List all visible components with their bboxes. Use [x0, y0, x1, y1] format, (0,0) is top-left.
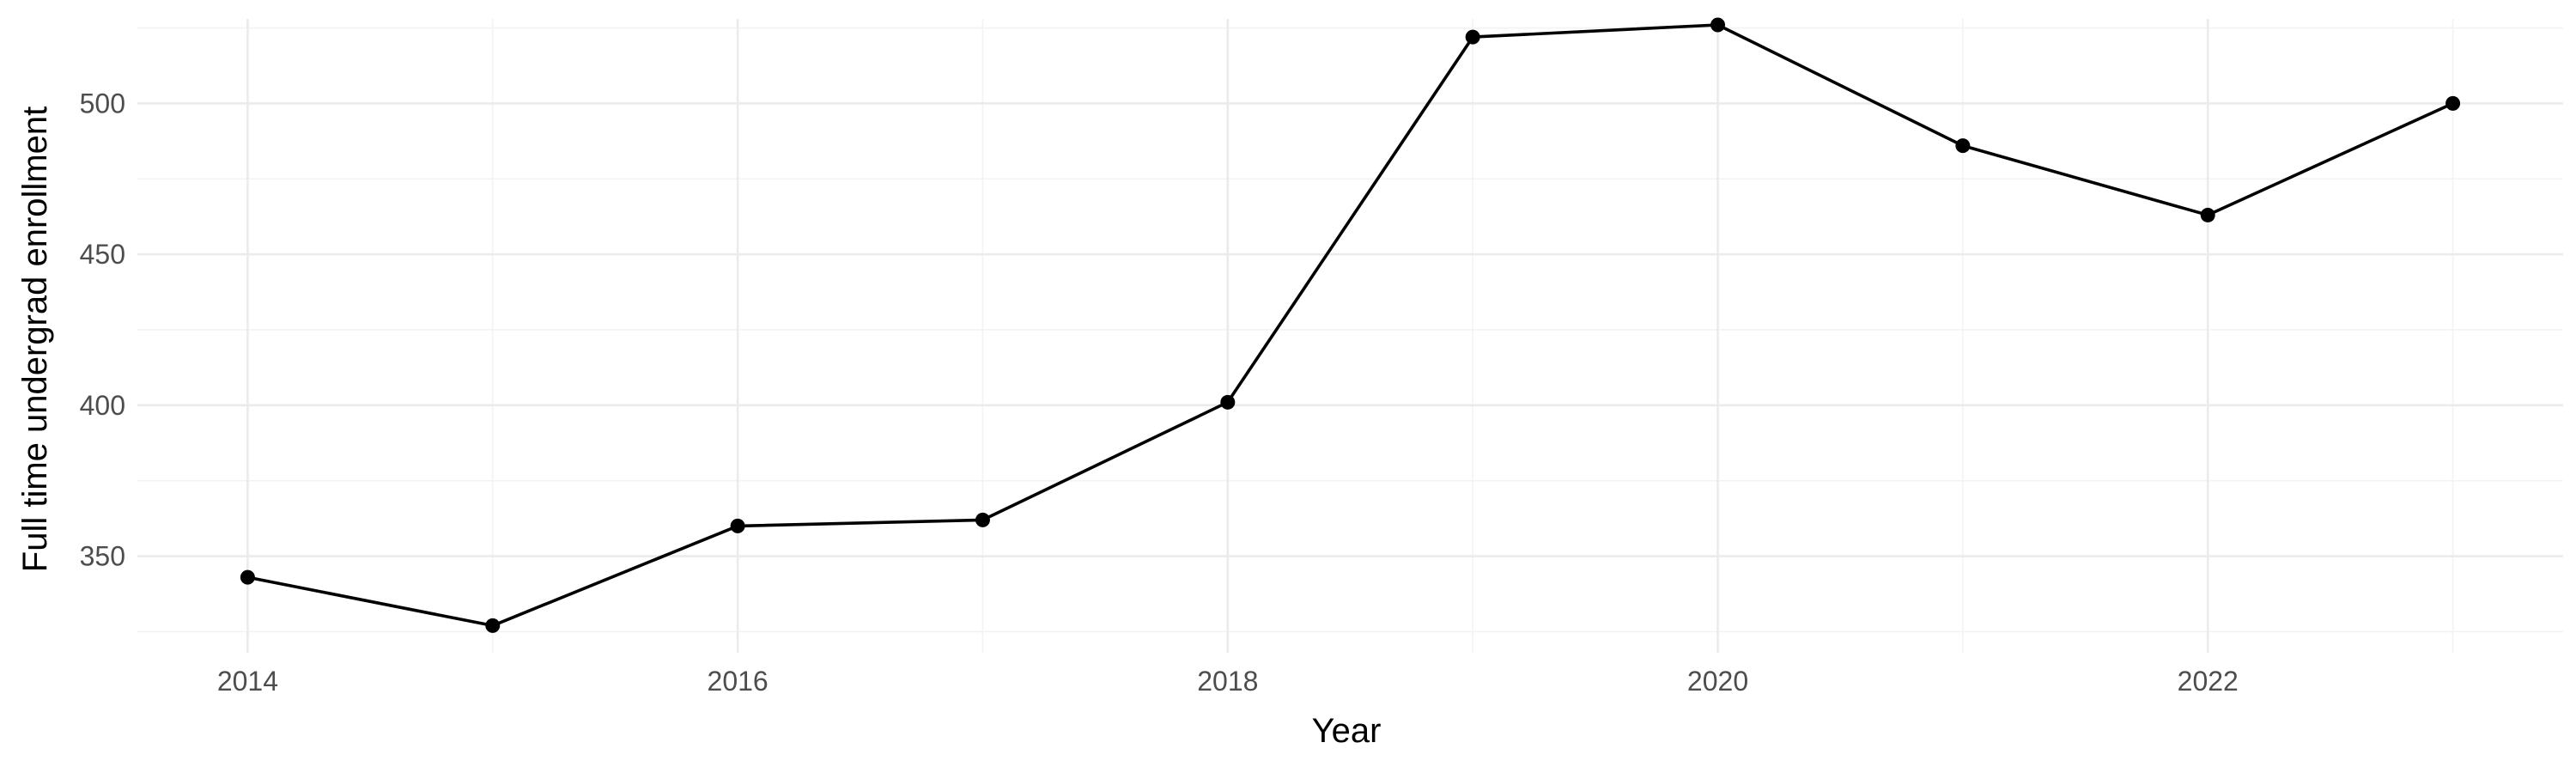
data-point: [2200, 207, 2215, 222]
y-axis-tick-labels: 350 400 450 500: [80, 88, 125, 571]
x-tick-label: 2022: [2178, 666, 2239, 697]
x-axis-tick-labels: 2014 2016 2018 2020 2022: [217, 666, 2239, 697]
x-tick-label: 2020: [1687, 666, 1748, 697]
data-point: [1220, 394, 1236, 410]
data-point: [730, 518, 745, 533]
data-point: [240, 569, 255, 585]
x-tick-label: 2018: [1197, 666, 1258, 697]
data-point: [485, 618, 501, 633]
y-tick-label: 450: [80, 239, 125, 270]
series-line: [246, 23, 2455, 628]
series: [240, 17, 2461, 633]
data-point: [2445, 95, 2461, 111]
data-point: [1710, 17, 1726, 33]
y-tick-label: 500: [80, 88, 125, 119]
data-point: [1465, 29, 1480, 45]
gridlines: [137, 19, 2563, 653]
x-tick-label: 2016: [708, 666, 769, 697]
y-tick-label: 350: [80, 541, 125, 572]
data-point: [975, 512, 990, 527]
y-axis-title: Full time undergrad enrollment: [16, 107, 54, 572]
y-tick-label: 400: [80, 390, 125, 421]
data-point: [1955, 138, 1971, 154]
x-axis-title: Year: [1312, 712, 1382, 750]
x-tick-label: 2014: [217, 666, 278, 697]
